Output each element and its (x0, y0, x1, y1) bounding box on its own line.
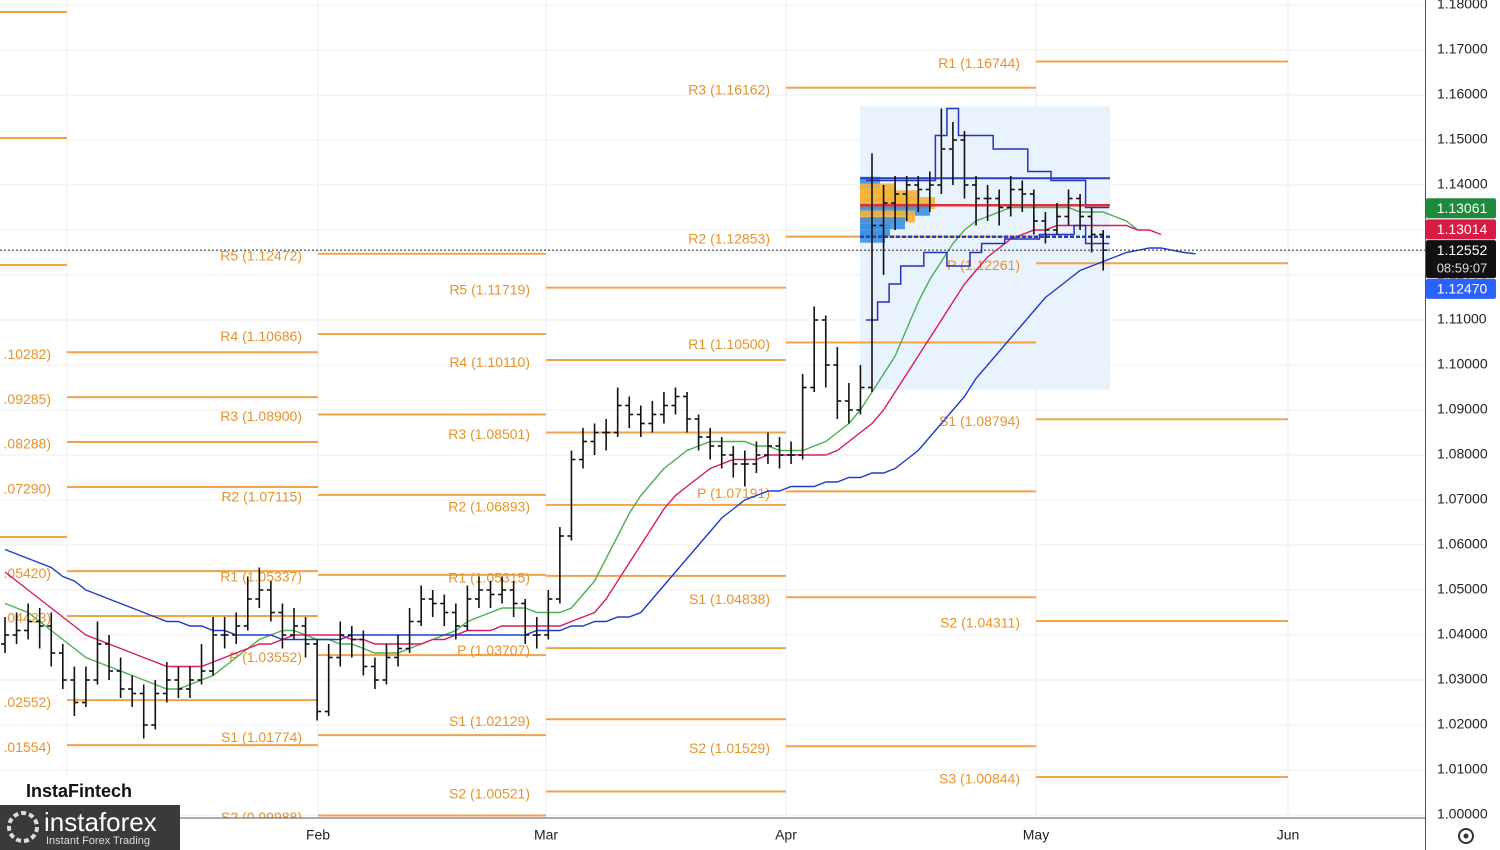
pivot-label: R1 (1.16744) (938, 55, 1020, 71)
settings-icon-core (1463, 833, 1469, 839)
price-tag (1426, 278, 1496, 299)
profile-box (860, 106, 1110, 390)
pivot-label: S2 (1.00521) (449, 785, 530, 801)
y-tick-label: 1.01000 (1437, 761, 1488, 777)
price-tag (1426, 240, 1496, 279)
price-tag-label: 1.12470 (1437, 281, 1488, 297)
y-tick-label: 1.14000 (1437, 176, 1488, 192)
pivot-label: .07290) (4, 481, 51, 497)
logo-text: instaforex (44, 807, 157, 837)
pivot-label: R5 (1.11719) (449, 281, 530, 297)
settings-icon (1458, 828, 1474, 844)
pivot-label: S3 (1.00844) (939, 771, 1020, 787)
price-axis-bg (1425, 0, 1500, 850)
price-tag (1426, 198, 1496, 219)
pivot-label: S2 (1.04311) (940, 615, 1020, 631)
pivot-label: R1 (1.10500) (688, 336, 770, 352)
x-tick-label: May (1023, 827, 1049, 843)
y-tick-label: 1.00000 (1437, 806, 1488, 822)
countdown: 08:59:07 (1437, 261, 1488, 276)
pivot-label: .10282) (4, 346, 51, 362)
y-tick-label: 1.15000 (1437, 131, 1488, 147)
y-tick-label: 1.07000 (1437, 491, 1488, 507)
logo-mark (7, 811, 39, 843)
y-tick-label: 1.10000 (1437, 356, 1488, 372)
pivot-label: .08288) (4, 436, 51, 452)
pivot-label: P (1.03552) (229, 649, 302, 665)
pivot-label: S1 (1.02129) (449, 713, 530, 729)
logo-bg (0, 805, 180, 850)
pivot-label: R3 (1.08900) (220, 408, 302, 424)
pivot-label: R4 (1.10686) (220, 328, 302, 344)
moving-average (4, 224, 1162, 668)
y-tick-label: 1.18000 (1437, 0, 1488, 12)
time-axis-bg (0, 818, 1425, 850)
y-tick-label: 1.11000 (1437, 311, 1487, 327)
pivot-label: P (1.03707) (457, 642, 530, 658)
price-tag (1426, 219, 1496, 240)
y-tick-label: 1.08000 (1437, 446, 1488, 462)
price-tag-label: 1.13014 (1437, 221, 1488, 237)
y-tick-label: 1.09000 (1437, 401, 1488, 417)
pivot-label: S1 (1.01774) (221, 729, 302, 745)
y-tick-label: 1.02000 (1437, 716, 1488, 732)
price-tag-label: 1.13061 (1437, 200, 1488, 216)
pivot-label: R1 (1.05315) (448, 570, 530, 586)
pivot-label: S2 (1.01529) (689, 740, 770, 756)
pivot-label: R1 (1.05337) (220, 569, 302, 585)
moving-average (4, 247, 1196, 641)
pivot-label: .05420) (4, 565, 51, 581)
y-tick-label: 1.16000 (1437, 86, 1488, 102)
pivot-label: R3 (1.16162) (688, 81, 770, 97)
pivot-label: .01554) (4, 739, 51, 755)
x-tick-label: Mar (534, 827, 558, 843)
pivot-label: R2 (1.06893) (448, 499, 530, 515)
y-tick-label: 1.17000 (1437, 41, 1488, 57)
y-tick-label: 1.06000 (1437, 536, 1488, 552)
logo-tagline: Instant Forex Trading (46, 835, 150, 847)
y-tick-label: 1.05000 (1437, 581, 1488, 597)
channel-upper (866, 107, 1110, 209)
fintech-logo: InstaFintech (26, 781, 132, 801)
pivot-label: R3 (1.08501) (448, 426, 530, 442)
pivot-label: P (1.07191) (697, 485, 770, 501)
y-tick-label: 1.04000 (1437, 626, 1488, 642)
pivot-label: R2 (1.07115) (221, 489, 302, 505)
x-tick-label: Feb (306, 827, 330, 843)
price-tag-label: 1.12552 (1437, 242, 1488, 258)
x-tick-label: Jun (1277, 827, 1300, 843)
pivot-label: .09285) (4, 391, 51, 407)
y-tick-label: 1.03000 (1437, 671, 1488, 687)
pivot-label: .02552) (4, 694, 51, 710)
pivot-label: R4 (1.10110) (449, 354, 530, 370)
x-tick-label: Apr (775, 827, 797, 843)
pivot-label: S1 (1.08794) (939, 413, 1020, 429)
pivot-label: P (1.12261) (947, 257, 1020, 273)
pivot-label: R2 (1.12853) (688, 230, 770, 246)
pivot-label: R5 (1.12472) (220, 247, 302, 263)
fintech-bg (14, 776, 194, 806)
channel-lower (866, 224, 1110, 321)
pivot-label: S1 (1.04838) (689, 591, 770, 607)
moving-average (4, 206, 1139, 690)
